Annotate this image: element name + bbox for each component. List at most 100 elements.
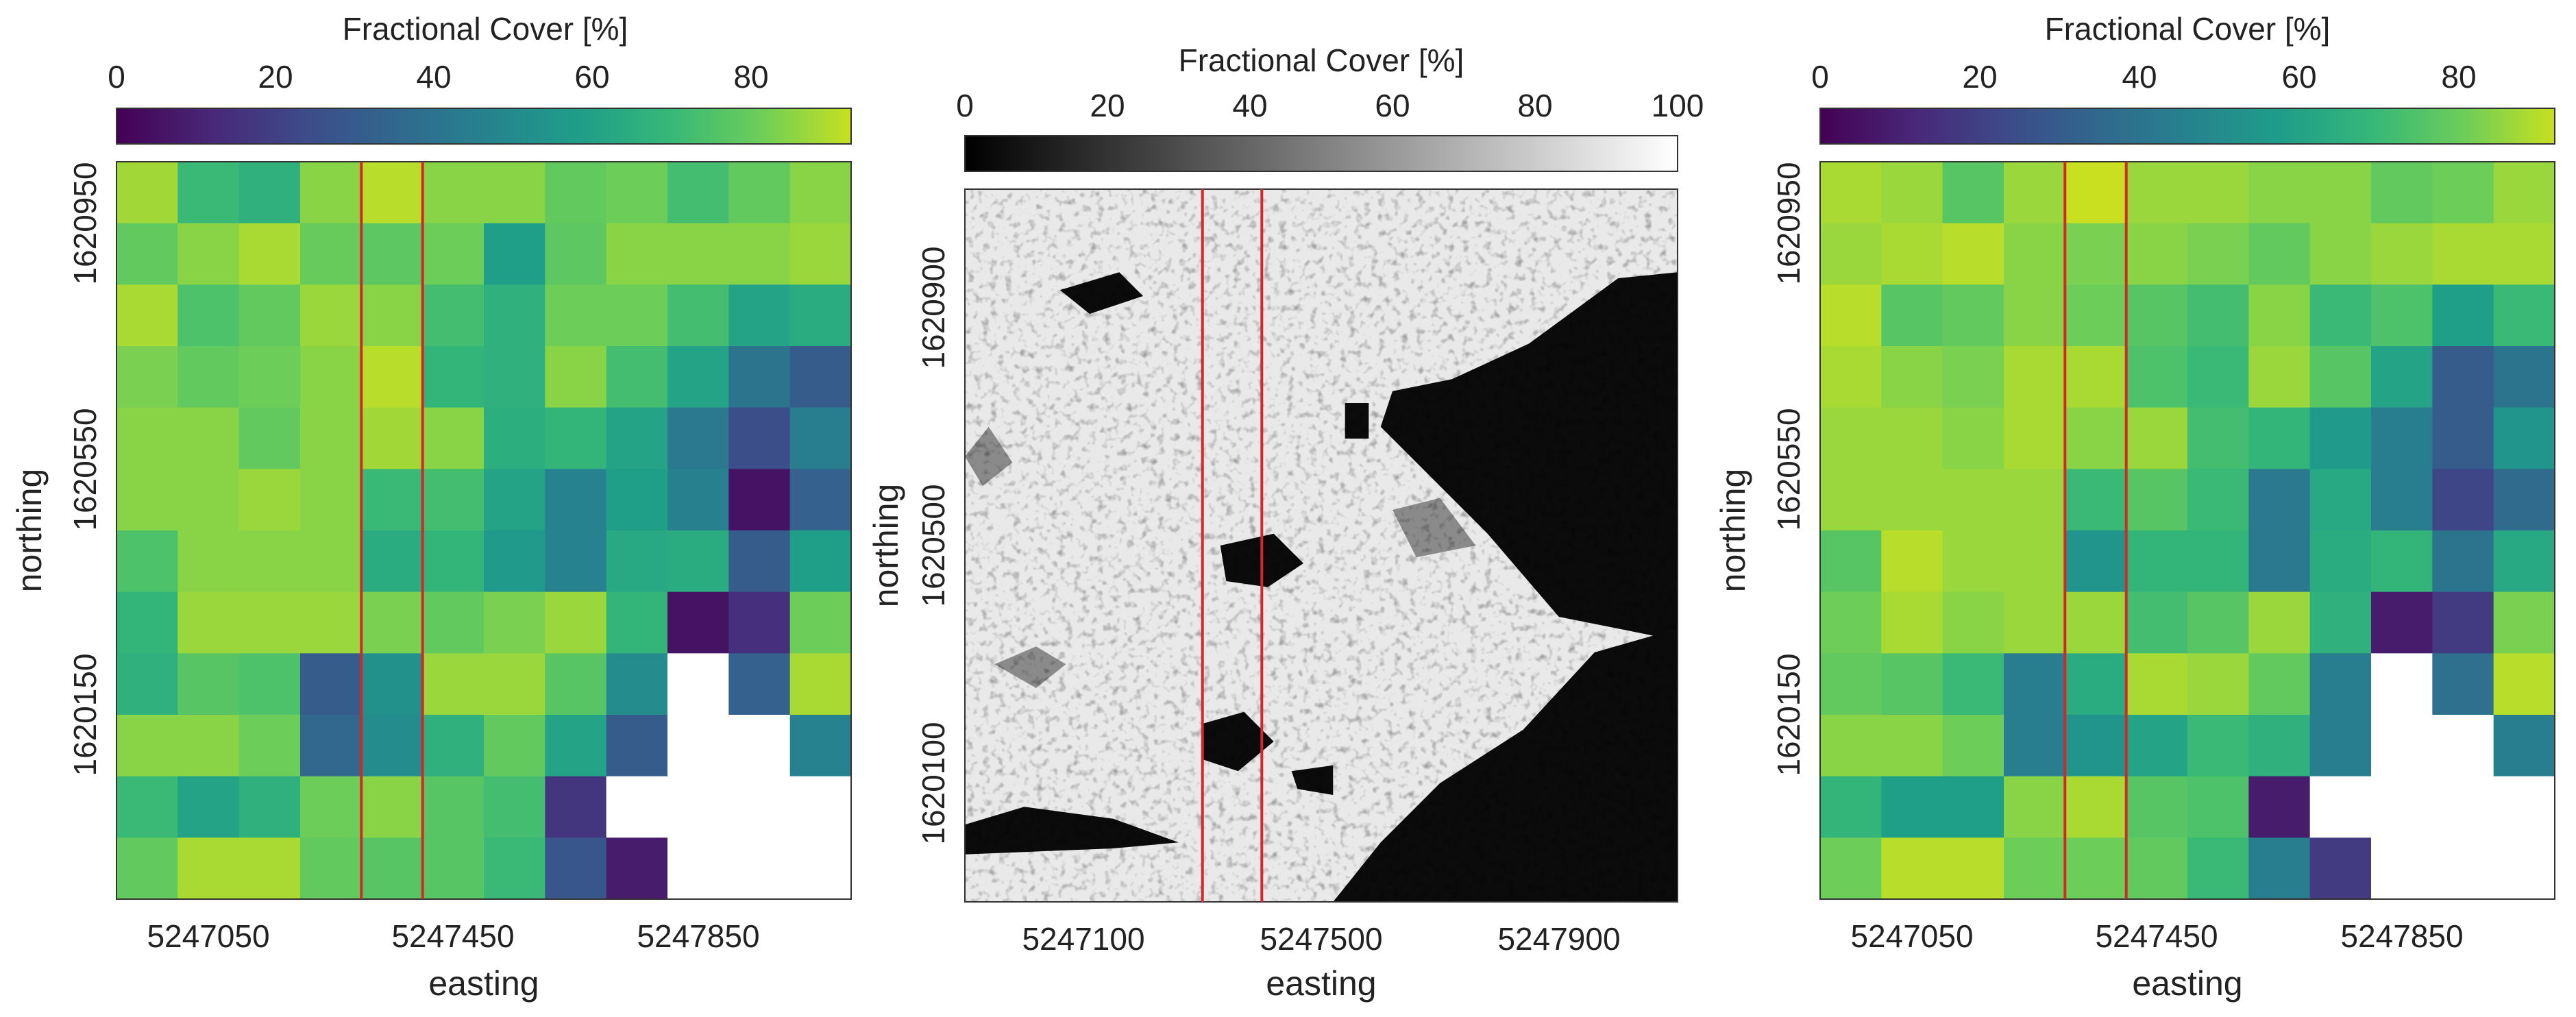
heatmap-cell <box>300 715 362 777</box>
heatmap-cell <box>2248 837 2311 900</box>
colorbar-tick-label: 40 <box>1232 88 1267 123</box>
heatmap-cell <box>789 715 852 777</box>
heatmap-cell <box>177 469 240 531</box>
heatmap-cell <box>2493 530 2555 593</box>
heatmap-cell <box>606 653 668 715</box>
heatmap-cell <box>116 407 178 469</box>
heatmap-cell <box>238 469 301 531</box>
x-axis-label: easting <box>428 964 539 1003</box>
heatmap-cell <box>2187 653 2249 715</box>
heatmap-cell <box>2309 284 2372 347</box>
heatmap-cell <box>2187 284 2249 347</box>
heatmap-cell <box>177 223 240 285</box>
colorbar-tick-label: 80 <box>2441 59 2476 95</box>
heatmap-cell <box>2432 469 2494 531</box>
heatmap-cell <box>422 776 484 838</box>
heatmap-cell <box>2004 407 2065 469</box>
heatmap-cell <box>422 284 484 347</box>
heatmap-cell <box>422 346 484 408</box>
heatmap-cell <box>300 653 362 715</box>
heatmap-cell <box>177 591 240 654</box>
heatmap-cell <box>2065 284 2127 347</box>
heatmap-cell <box>2187 162 2249 224</box>
heatmap-cell <box>1942 530 2004 593</box>
heatmap-cell <box>606 346 668 408</box>
heatmap-cell <box>2187 776 2249 838</box>
heatmap-cell <box>2309 223 2372 285</box>
colorbar-tick-label: 20 <box>1090 88 1125 123</box>
heatmap-cell <box>2309 530 2372 593</box>
heatmap-cell <box>1820 715 1882 777</box>
colorbar <box>116 108 852 145</box>
heatmap-cell <box>300 162 362 224</box>
heatmap-cell <box>1820 837 1882 900</box>
heatmap-cell <box>361 223 424 285</box>
colorbar-tick-label: 60 <box>574 59 609 95</box>
heatmap-cell <box>545 469 607 531</box>
x-tick-labels: 5247100 5247500 5247900 <box>1022 921 1620 957</box>
heatmap-cell <box>1820 776 1882 838</box>
heatmap-cell <box>545 776 607 838</box>
heatmap-cell <box>2493 715 2555 777</box>
heatmap-cell <box>238 653 301 715</box>
y-tick-label: 1620150 <box>1771 653 1806 776</box>
x-axis-label: easting <box>1266 964 1376 1003</box>
x-tick-label: 5247850 <box>2340 918 2463 954</box>
heatmap-cell <box>2065 715 2127 777</box>
heatmap-cell <box>116 530 178 593</box>
x-tick-labels: 5247050 5247450 5247850 <box>1850 918 2463 954</box>
heatmap-cell <box>361 715 424 777</box>
heatmap-cell <box>2248 469 2311 531</box>
heatmap-cell <box>361 346 424 408</box>
heatmap-cell <box>2004 715 2065 777</box>
heatmap-cell <box>2493 223 2555 285</box>
heatmap-cell <box>116 776 178 838</box>
heatmap-cell <box>116 715 178 777</box>
heatmap-cell <box>2248 223 2311 285</box>
colorbar <box>1819 108 2555 145</box>
heatmap-cell <box>2248 284 2311 347</box>
heatmap-cell <box>2493 591 2555 654</box>
heatmap-cell <box>2309 407 2372 469</box>
heatmap-cell <box>2248 530 2311 593</box>
heatmap-cell <box>2187 591 2249 654</box>
left-panel: Fractional Cover [%] 0 20 40 60 80 52470… <box>10 11 852 1003</box>
heatmap-cell <box>116 837 178 900</box>
y-axis-label: northing <box>10 469 49 593</box>
heatmap-cell <box>667 284 729 347</box>
heatmap-cell <box>789 837 852 900</box>
heatmap-cell <box>238 284 301 347</box>
heatmap-cell <box>177 653 240 715</box>
heatmap-cell <box>2004 653 2065 715</box>
heatmap-cell <box>1881 223 1943 285</box>
heatmap-cell <box>1820 223 1882 285</box>
heatmap-cell <box>606 407 668 469</box>
heatmap-cell <box>484 162 545 224</box>
heatmap-cell <box>2248 346 2311 408</box>
heatmap-cell <box>2432 223 2494 285</box>
plot-frame <box>1819 161 2555 900</box>
colorbar-tick-label: 40 <box>416 59 451 95</box>
heatmap-cell <box>789 469 852 531</box>
heatmap-cell <box>2493 469 2555 531</box>
heatmap-cell <box>177 346 240 408</box>
heatmap-cell <box>2126 591 2188 654</box>
heatmap-cell <box>1881 346 1943 408</box>
heatmap-cell <box>789 530 852 593</box>
y-tick-label: 1620950 <box>1771 162 1806 284</box>
heatmap-cell <box>2126 223 2188 285</box>
heatmap-cell <box>361 284 424 347</box>
heatmap-cell <box>361 653 424 715</box>
heatmap-cell <box>2004 530 2065 593</box>
heatmap-cell <box>300 776 362 838</box>
heatmap-cell <box>667 346 729 408</box>
heatmap-cell <box>2004 223 2065 285</box>
heatmap-cell <box>2004 776 2065 838</box>
heatmap-cell <box>484 776 545 838</box>
y-tick-labels: 1620950 1620550 1620150 <box>67 162 103 776</box>
heatmap-cells <box>116 162 852 900</box>
heatmap-cell <box>2432 837 2494 900</box>
colorbar-tick-label: 40 <box>2122 59 2157 95</box>
heatmap-cell <box>728 284 791 347</box>
heatmap-cell <box>116 591 178 654</box>
